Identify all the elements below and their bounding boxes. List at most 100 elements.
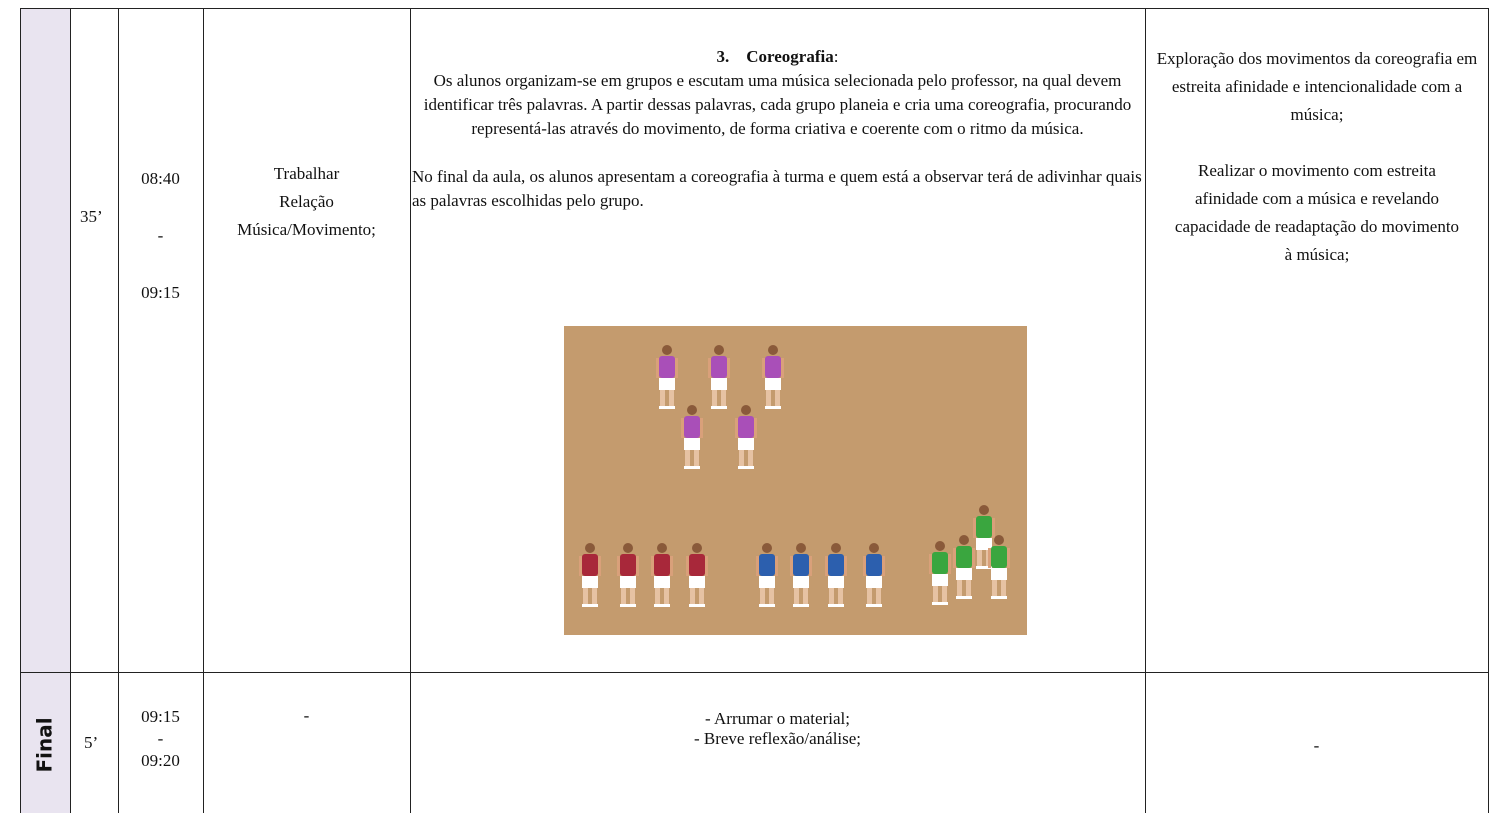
time-sep: - [157,729,164,748]
shoe [828,604,844,607]
torso [738,416,754,438]
leg [803,588,808,604]
head [796,543,806,553]
heading: Coreografia [746,47,834,66]
torso [689,554,705,576]
criterion: Exploração dos movimentos da coreografia… [1156,49,1478,124]
leg [690,588,695,604]
shoe [620,604,636,607]
arm [754,418,757,438]
criteria: - [1313,736,1320,755]
arm [681,418,684,438]
leg [748,450,753,466]
arm [708,358,711,378]
torso [582,554,598,576]
head [935,541,945,551]
time-sep: - [157,226,164,245]
leg [630,588,635,604]
leg [660,390,665,406]
heading-number: 3. [716,47,730,66]
arm [579,556,582,576]
time-start: 09:15 [141,707,180,726]
head [768,345,778,355]
person [790,543,812,607]
arm [700,418,703,438]
leg [721,390,726,406]
leg [966,580,971,596]
arm [825,556,828,576]
shorts [866,576,882,588]
leg [699,588,704,604]
arm [844,556,847,576]
arm [929,554,932,574]
shoe [711,406,727,409]
arm [992,518,995,538]
person [656,345,678,409]
shorts [620,576,636,588]
person [651,543,673,607]
shorts [689,576,705,588]
person [686,543,708,607]
arm [973,518,976,538]
objective: Trabalhar Relação Música/Movimento; [203,160,410,244]
objective-line: Trabalhar [273,164,340,183]
head [869,543,879,553]
time-end: 09:15 [141,283,180,302]
arm [598,556,601,576]
person [681,405,703,469]
person [735,405,757,469]
shorts [654,576,670,588]
head [585,543,595,553]
torso [711,356,727,378]
leg [775,390,780,406]
time: 08:40 - 09:15 [118,150,203,321]
arm [953,548,956,568]
person [762,345,784,409]
torso [991,546,1007,568]
shorts [738,438,754,450]
leg [992,580,997,596]
shorts [932,574,948,586]
shoe [991,596,1007,599]
head [959,535,969,545]
time-start: 08:40 [141,169,180,188]
leg [1001,580,1006,596]
head [741,405,751,415]
person [863,543,885,607]
leg [739,450,744,466]
head [979,505,989,515]
shoe [759,604,775,607]
arm [617,556,620,576]
person [825,543,847,607]
activity: 3. Coreografia: Os alunos organizam-se e… [412,45,1143,213]
leg [876,588,881,604]
leg [655,588,660,604]
border [20,672,1489,673]
head [662,345,672,355]
torso [759,554,775,576]
arm [656,358,659,378]
arm [781,358,784,378]
head [692,543,702,553]
shorts [711,378,727,390]
paragraph: Os alunos organizam-se em grupos e escut… [423,71,1132,138]
shoe [582,604,598,607]
torso [765,356,781,378]
phase-cell: Final [25,705,65,785]
figure [564,326,1027,635]
person [953,535,975,599]
person [617,543,639,607]
arm [756,556,759,576]
duration: 35’ [80,207,103,226]
person [929,541,951,605]
leg [977,550,982,566]
person [708,345,730,409]
heading-suffix: : [833,47,839,66]
shoe [793,604,809,607]
leg [829,588,834,604]
leg [583,588,588,604]
leg [838,588,843,604]
arm [686,556,689,576]
arm [651,556,654,576]
shorts [793,576,809,588]
